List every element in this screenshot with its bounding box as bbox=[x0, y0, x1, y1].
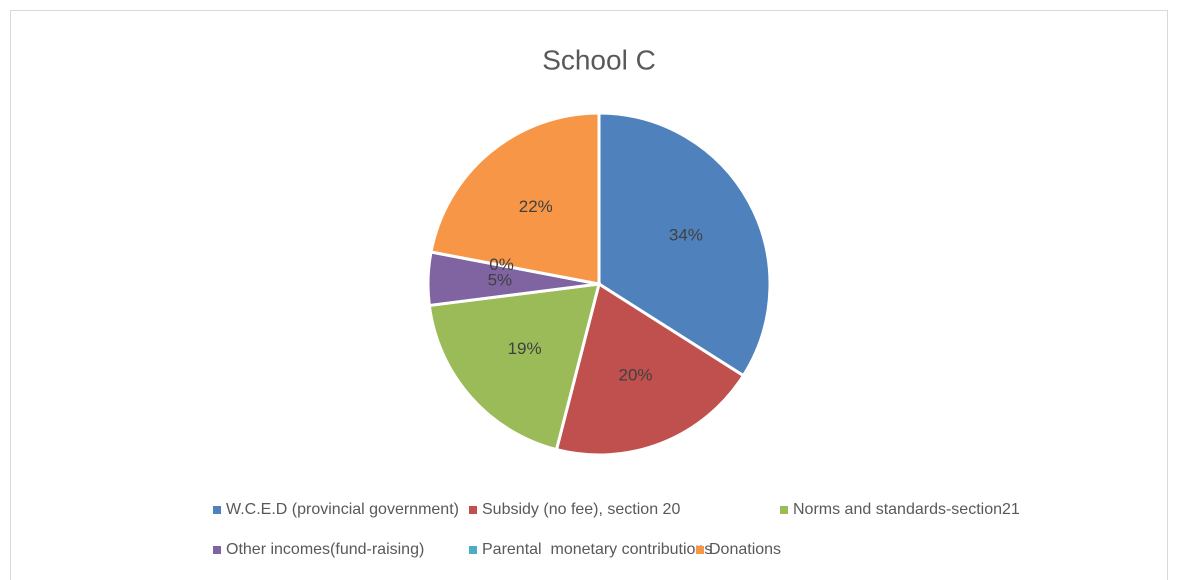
data-label: 34% bbox=[669, 226, 703, 245]
legend-label: Other incomes(fund-raising) bbox=[226, 541, 424, 558]
chart-title: School C bbox=[542, 44, 656, 75]
data-label: 19% bbox=[508, 339, 542, 358]
data-label: 0% bbox=[489, 255, 514, 274]
data-label: 5% bbox=[488, 270, 513, 289]
legend-marker bbox=[469, 506, 477, 514]
legend-label: Parental monetary contributions bbox=[482, 541, 712, 558]
pie-slice bbox=[554, 281, 746, 457]
data-label: 20% bbox=[618, 366, 652, 385]
legend-marker bbox=[469, 546, 477, 554]
legend-label: Donations bbox=[709, 541, 781, 558]
legend-marker bbox=[213, 506, 221, 514]
legend-label: W.C.E.D (provincial government) bbox=[226, 501, 459, 518]
legend-marker bbox=[213, 546, 221, 554]
legend-label: Norms and standards-section21 bbox=[793, 501, 1020, 518]
legend-marker bbox=[696, 546, 704, 554]
legend-marker bbox=[780, 506, 788, 514]
pie-slice bbox=[429, 111, 601, 286]
legend-label: Subsidy (no fee), section 20 bbox=[482, 501, 680, 518]
pie-slice bbox=[427, 282, 602, 452]
data-label: 22% bbox=[519, 197, 553, 216]
